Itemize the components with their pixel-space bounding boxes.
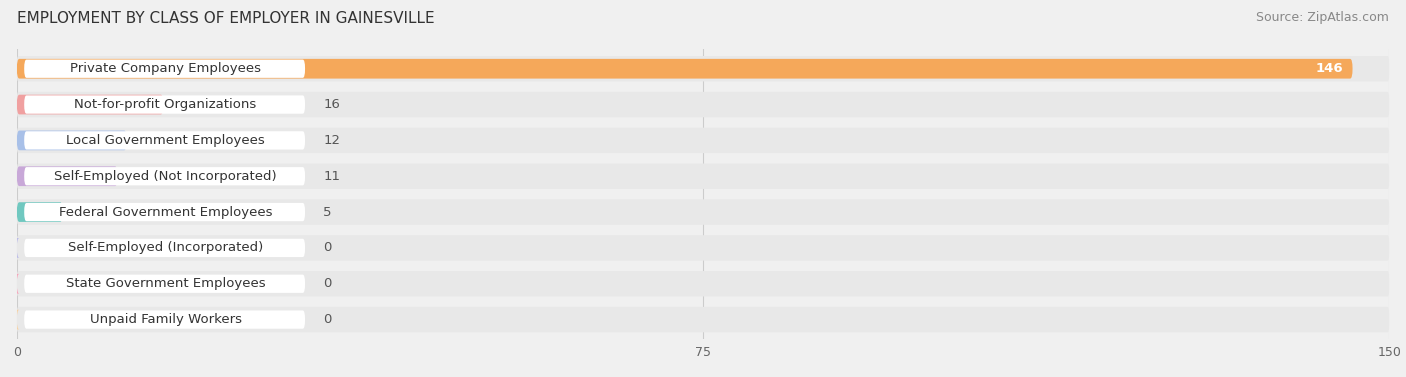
Text: Private Company Employees: Private Company Employees — [70, 62, 262, 75]
FancyBboxPatch shape — [17, 130, 127, 150]
Text: Local Government Employees: Local Government Employees — [66, 134, 264, 147]
FancyBboxPatch shape — [17, 235, 1389, 261]
Text: 12: 12 — [323, 134, 340, 147]
FancyBboxPatch shape — [17, 199, 1389, 225]
Text: 0: 0 — [323, 241, 332, 254]
Text: Unpaid Family Workers: Unpaid Family Workers — [90, 313, 242, 326]
Text: State Government Employees: State Government Employees — [66, 277, 266, 290]
FancyBboxPatch shape — [17, 271, 1389, 296]
FancyBboxPatch shape — [17, 95, 163, 114]
FancyBboxPatch shape — [17, 56, 1389, 81]
Text: 146: 146 — [1316, 62, 1343, 75]
Text: 5: 5 — [323, 205, 332, 219]
FancyBboxPatch shape — [24, 167, 305, 185]
FancyBboxPatch shape — [17, 59, 1353, 78]
FancyBboxPatch shape — [17, 166, 118, 186]
FancyBboxPatch shape — [14, 238, 20, 258]
Text: Self-Employed (Not Incorporated): Self-Employed (Not Incorporated) — [55, 170, 277, 183]
FancyBboxPatch shape — [24, 95, 305, 114]
FancyBboxPatch shape — [24, 239, 305, 257]
FancyBboxPatch shape — [14, 274, 20, 294]
Text: Source: ZipAtlas.com: Source: ZipAtlas.com — [1256, 11, 1389, 24]
Text: 0: 0 — [323, 313, 332, 326]
Text: 11: 11 — [323, 170, 340, 183]
Text: Federal Government Employees: Federal Government Employees — [59, 205, 273, 219]
FancyBboxPatch shape — [24, 274, 305, 293]
Text: Self-Employed (Incorporated): Self-Employed (Incorporated) — [67, 241, 263, 254]
FancyBboxPatch shape — [17, 202, 63, 222]
FancyBboxPatch shape — [17, 307, 1389, 332]
FancyBboxPatch shape — [14, 310, 20, 329]
FancyBboxPatch shape — [24, 131, 305, 150]
Text: 0: 0 — [323, 277, 332, 290]
FancyBboxPatch shape — [24, 310, 305, 329]
Text: EMPLOYMENT BY CLASS OF EMPLOYER IN GAINESVILLE: EMPLOYMENT BY CLASS OF EMPLOYER IN GAINE… — [17, 11, 434, 26]
FancyBboxPatch shape — [17, 92, 1389, 117]
Text: Not-for-profit Organizations: Not-for-profit Organizations — [75, 98, 257, 111]
Text: 16: 16 — [323, 98, 340, 111]
FancyBboxPatch shape — [24, 203, 305, 221]
FancyBboxPatch shape — [24, 60, 305, 78]
FancyBboxPatch shape — [17, 128, 1389, 153]
FancyBboxPatch shape — [17, 164, 1389, 189]
